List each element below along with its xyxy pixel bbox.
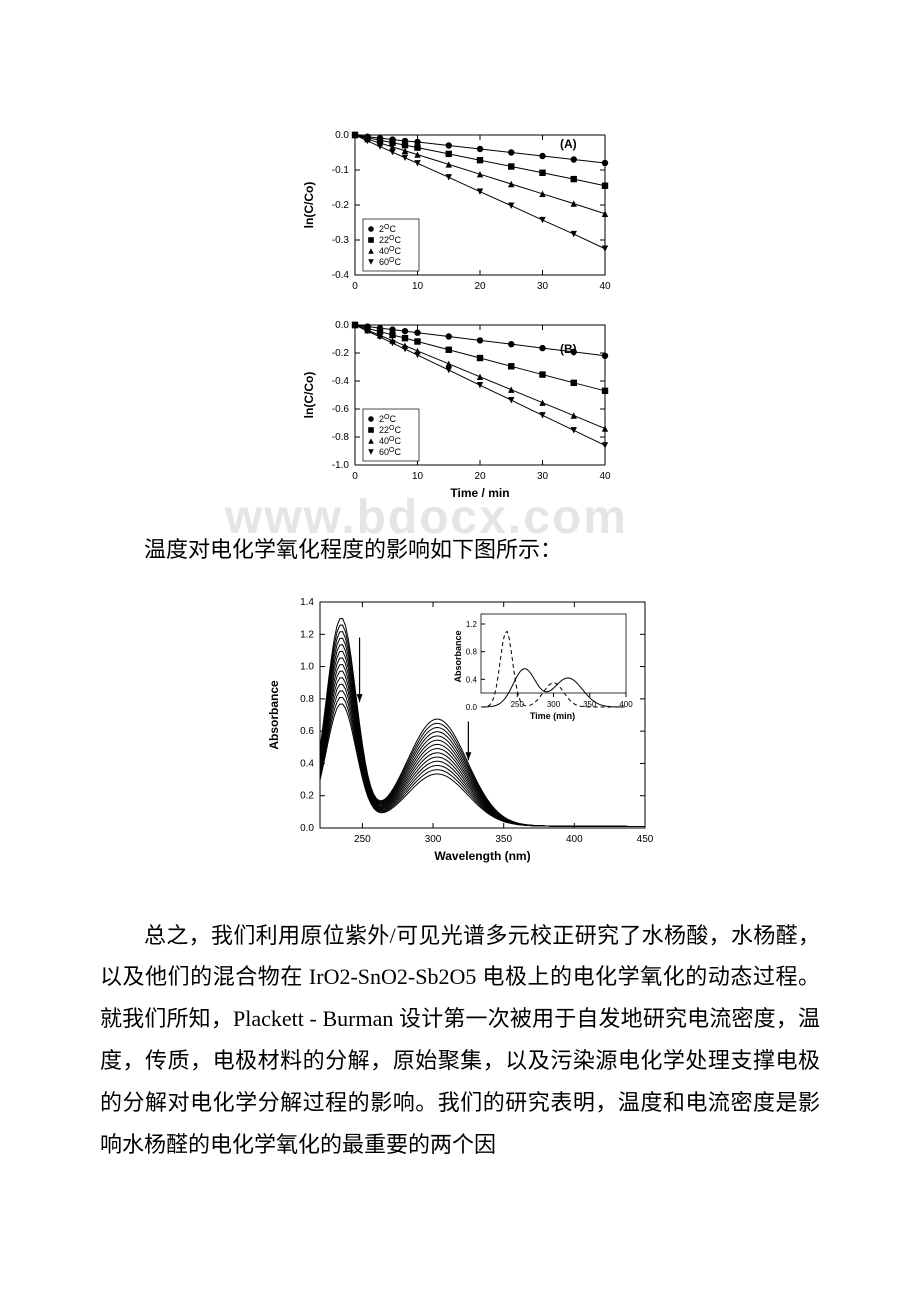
svg-text:10: 10 xyxy=(412,281,424,292)
svg-text:0.0: 0.0 xyxy=(300,823,314,834)
svg-text:1.0: 1.0 xyxy=(300,661,314,672)
svg-text:-0.4: -0.4 xyxy=(332,270,350,281)
svg-text:Time (min): Time (min) xyxy=(530,711,575,721)
svg-text:40: 40 xyxy=(599,281,611,292)
kinetics-chart-b: 0 10 20 30 40 -1.0 -0.8 -0.6 -0.4 -0.2 0.0 ln(C/Co)… xyxy=(295,310,625,500)
svg-text:30: 30 xyxy=(537,471,549,482)
svg-text:10: 10 xyxy=(412,471,424,482)
svg-text:450: 450 xyxy=(637,834,654,845)
svg-text:0: 0 xyxy=(352,281,358,292)
svg-text:ln(C/Co): ln(C/Co) xyxy=(302,372,316,419)
svg-text:-0.2: -0.2 xyxy=(332,200,350,211)
svg-text:-0.2: -0.2 xyxy=(332,348,350,359)
kinetics-chart-a: 010203040-0.4-0.3-0.2-0.10.0ln(C/Co)(A)2… xyxy=(295,120,625,310)
kinetics-chart-stack: 0 10 20 30 40 -0.4 -0.3 -0.2 -0.1 0.0 ln(C/Co) (A) 2… xyxy=(280,120,640,500)
svg-text:0.0: 0.0 xyxy=(335,320,349,331)
svg-text:0.4: 0.4 xyxy=(466,675,478,684)
svg-text:20: 20 xyxy=(474,471,486,482)
svg-text:0.8: 0.8 xyxy=(466,647,478,656)
svg-text:0: 0 xyxy=(352,471,358,482)
svg-text:300: 300 xyxy=(425,834,442,845)
svg-text:1.2: 1.2 xyxy=(300,629,314,640)
svg-text:-1.0: -1.0 xyxy=(332,460,350,471)
svg-text:0.4: 0.4 xyxy=(300,758,314,769)
svg-text:-0.8: -0.8 xyxy=(332,432,350,443)
svg-text:0.8: 0.8 xyxy=(300,693,314,704)
svg-text:30: 30 xyxy=(537,281,549,292)
summary-paragraph: 总之，我们利用原位紫外/可见光谱多元校正研究了水杨酸，水杨醛，以及他们的混合物在… xyxy=(100,915,820,1166)
svg-text:400: 400 xyxy=(566,834,583,845)
svg-text:0.0: 0.0 xyxy=(335,130,349,141)
svg-text:Absorbance: Absorbance xyxy=(453,630,463,682)
svg-text:-0.1: -0.1 xyxy=(332,165,350,176)
svg-text:1.4: 1.4 xyxy=(300,597,314,608)
svg-text:Time / min: Time / min xyxy=(450,486,509,500)
svg-text:1.2: 1.2 xyxy=(466,620,478,629)
svg-text:0.6: 0.6 xyxy=(300,726,314,737)
svg-text:Wavelength (nm): Wavelength (nm) xyxy=(434,849,530,863)
svg-text:250: 250 xyxy=(511,700,525,709)
svg-text:0.2: 0.2 xyxy=(300,790,314,801)
svg-text:40: 40 xyxy=(599,471,611,482)
svg-text:300: 300 xyxy=(547,700,561,709)
middle-caption: 温度对电化学氧化程度的影响如下图所示： xyxy=(100,530,820,570)
svg-text:-0.3: -0.3 xyxy=(332,235,350,246)
svg-text:20: 20 xyxy=(474,281,486,292)
svg-text:250: 250 xyxy=(354,834,371,845)
svg-text:(A): (A) xyxy=(560,137,577,151)
svg-text:ln(C/Co): ln(C/Co) xyxy=(302,182,316,229)
svg-text:400: 400 xyxy=(619,700,633,709)
svg-text:0.0: 0.0 xyxy=(466,703,478,712)
svg-text:-0.4: -0.4 xyxy=(332,376,350,387)
svg-text:-0.6: -0.6 xyxy=(332,404,350,415)
svg-text:350: 350 xyxy=(495,834,512,845)
uv-vis-chart: 250 300 350 400 450 0.0 0.2 0.4 0.6 0.8 1.0 1.2 1.4 A… xyxy=(260,590,660,875)
svg-text:Absorbance: Absorbance xyxy=(267,680,281,750)
